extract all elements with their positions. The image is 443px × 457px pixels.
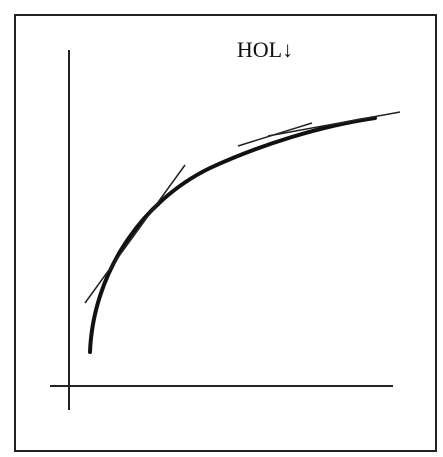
diagram-label: HOL↓ bbox=[237, 37, 293, 62]
frame bbox=[14, 14, 437, 452]
tangent-line bbox=[267, 111, 401, 137]
tangent-line bbox=[84, 164, 186, 304]
curve bbox=[88, 116, 377, 354]
